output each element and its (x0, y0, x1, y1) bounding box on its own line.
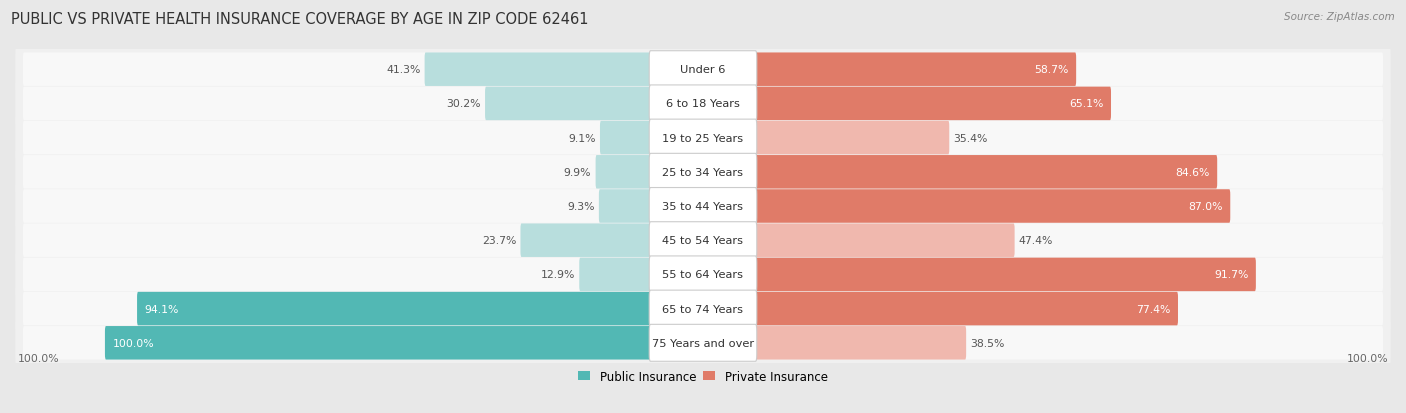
FancyBboxPatch shape (596, 156, 651, 189)
Text: 38.5%: 38.5% (970, 338, 1005, 348)
Text: 94.1%: 94.1% (145, 304, 179, 314)
Text: 84.6%: 84.6% (1175, 167, 1209, 177)
FancyBboxPatch shape (15, 113, 1391, 164)
FancyBboxPatch shape (15, 79, 1391, 129)
FancyBboxPatch shape (755, 224, 1015, 257)
FancyBboxPatch shape (755, 121, 1384, 155)
FancyBboxPatch shape (755, 258, 1384, 292)
Text: 100.0%: 100.0% (112, 338, 155, 348)
FancyBboxPatch shape (650, 290, 756, 327)
FancyBboxPatch shape (650, 52, 756, 88)
Text: 19 to 25 Years: 19 to 25 Years (662, 133, 744, 143)
Text: 75 Years and over: 75 Years and over (652, 338, 754, 348)
FancyBboxPatch shape (650, 120, 756, 157)
Text: 30.2%: 30.2% (446, 99, 481, 109)
FancyBboxPatch shape (755, 292, 1384, 325)
FancyBboxPatch shape (600, 121, 651, 155)
FancyBboxPatch shape (755, 258, 1256, 292)
FancyBboxPatch shape (22, 53, 651, 87)
FancyBboxPatch shape (755, 326, 1384, 360)
Text: 35.4%: 35.4% (953, 133, 988, 143)
Text: 45 to 54 Years: 45 to 54 Years (662, 236, 744, 246)
FancyBboxPatch shape (136, 292, 651, 325)
FancyBboxPatch shape (105, 326, 651, 360)
Text: 55 to 64 Years: 55 to 64 Years (662, 270, 744, 280)
Text: 100.0%: 100.0% (17, 354, 59, 363)
FancyBboxPatch shape (755, 292, 1178, 325)
FancyBboxPatch shape (650, 325, 756, 361)
FancyBboxPatch shape (755, 121, 949, 155)
FancyBboxPatch shape (22, 292, 651, 325)
Text: 47.4%: 47.4% (1019, 236, 1053, 246)
Text: 65.1%: 65.1% (1069, 99, 1104, 109)
FancyBboxPatch shape (15, 215, 1391, 266)
FancyBboxPatch shape (650, 256, 756, 293)
Text: 9.9%: 9.9% (564, 167, 592, 177)
FancyBboxPatch shape (15, 249, 1391, 300)
FancyBboxPatch shape (425, 53, 651, 87)
FancyBboxPatch shape (22, 121, 651, 155)
FancyBboxPatch shape (755, 190, 1230, 223)
FancyBboxPatch shape (650, 222, 756, 259)
FancyBboxPatch shape (755, 53, 1076, 87)
FancyBboxPatch shape (755, 156, 1218, 189)
FancyBboxPatch shape (22, 258, 651, 292)
FancyBboxPatch shape (755, 190, 1384, 223)
Text: 35 to 44 Years: 35 to 44 Years (662, 202, 744, 211)
FancyBboxPatch shape (485, 88, 651, 121)
Text: 87.0%: 87.0% (1188, 202, 1223, 211)
FancyBboxPatch shape (755, 88, 1111, 121)
FancyBboxPatch shape (15, 284, 1391, 334)
Text: PUBLIC VS PRIVATE HEALTH INSURANCE COVERAGE BY AGE IN ZIP CODE 62461: PUBLIC VS PRIVATE HEALTH INSURANCE COVER… (11, 12, 589, 27)
Text: 6 to 18 Years: 6 to 18 Years (666, 99, 740, 109)
FancyBboxPatch shape (755, 224, 1384, 257)
Text: Source: ZipAtlas.com: Source: ZipAtlas.com (1284, 12, 1395, 22)
FancyBboxPatch shape (22, 156, 651, 189)
FancyBboxPatch shape (755, 326, 966, 360)
FancyBboxPatch shape (755, 53, 1384, 87)
Text: 25 to 34 Years: 25 to 34 Years (662, 167, 744, 177)
Text: 100.0%: 100.0% (1347, 354, 1389, 363)
FancyBboxPatch shape (650, 86, 756, 123)
Text: 12.9%: 12.9% (541, 270, 575, 280)
Text: 58.7%: 58.7% (1035, 65, 1069, 75)
Text: 23.7%: 23.7% (482, 236, 516, 246)
FancyBboxPatch shape (15, 318, 1391, 368)
Text: 9.1%: 9.1% (568, 133, 596, 143)
FancyBboxPatch shape (755, 156, 1384, 189)
Text: 65 to 74 Years: 65 to 74 Years (662, 304, 744, 314)
FancyBboxPatch shape (579, 258, 651, 292)
FancyBboxPatch shape (599, 190, 651, 223)
Text: 41.3%: 41.3% (387, 65, 420, 75)
FancyBboxPatch shape (650, 154, 756, 191)
FancyBboxPatch shape (22, 88, 651, 121)
Text: Under 6: Under 6 (681, 65, 725, 75)
FancyBboxPatch shape (15, 181, 1391, 232)
FancyBboxPatch shape (650, 188, 756, 225)
FancyBboxPatch shape (755, 88, 1384, 121)
FancyBboxPatch shape (15, 45, 1391, 95)
Text: 91.7%: 91.7% (1213, 270, 1249, 280)
FancyBboxPatch shape (520, 224, 651, 257)
FancyBboxPatch shape (15, 147, 1391, 198)
FancyBboxPatch shape (22, 224, 651, 257)
FancyBboxPatch shape (22, 326, 651, 360)
Text: 77.4%: 77.4% (1136, 304, 1170, 314)
Text: 9.3%: 9.3% (567, 202, 595, 211)
Legend: Public Insurance, Private Insurance: Public Insurance, Private Insurance (578, 370, 828, 383)
FancyBboxPatch shape (22, 190, 651, 223)
